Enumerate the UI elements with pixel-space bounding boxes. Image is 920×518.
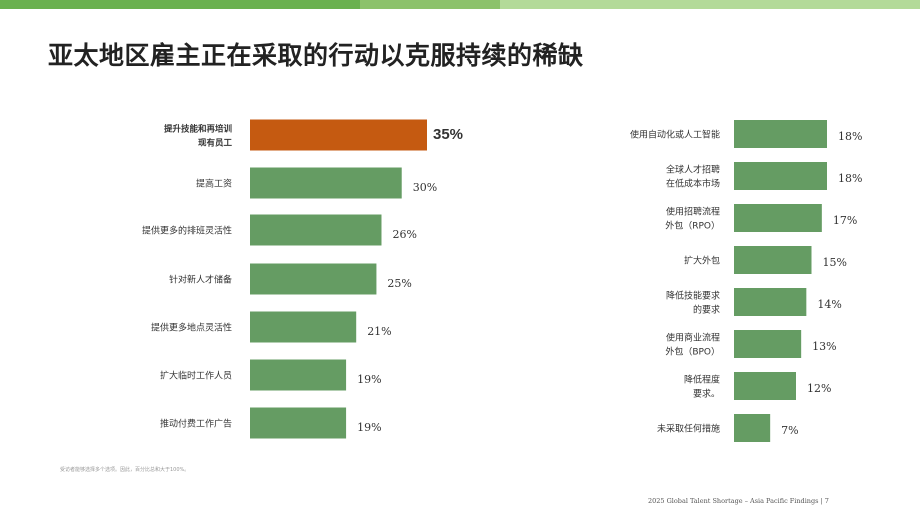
value-label: 25%: [387, 277, 411, 290]
bar: [250, 214, 382, 246]
bar: [734, 120, 827, 148]
page-title: 亚太地区雇主正在采取的行动以克服持续的稀缺: [48, 41, 584, 70]
bar: [734, 246, 812, 274]
category-label: 提供更多的排班灵活性: [142, 225, 232, 237]
top-accent-bar: [0, 0, 920, 9]
category-label: 未采取任何措施: [657, 423, 720, 435]
category-label: 使用自动化或人工智能: [630, 129, 720, 141]
category-label: 使用商业流程: [666, 332, 720, 344]
value-label: 13%: [812, 340, 836, 353]
category-label: 提供更多地点灵活性: [151, 322, 232, 334]
category-label: 提高工资: [196, 178, 232, 190]
bar: [734, 204, 822, 232]
category-label: 外包（RPO）: [665, 220, 720, 232]
value-label: 18%: [838, 130, 862, 143]
bar: [734, 288, 807, 316]
bar: [734, 372, 796, 400]
category-label: 扩大外包: [684, 255, 720, 267]
category-label: 现有员工: [198, 138, 233, 149]
value-label: 35%: [433, 126, 463, 143]
category-label: 提升技能和再培训: [164, 124, 233, 135]
value-label: 18%: [838, 172, 862, 185]
value-label: 17%: [833, 214, 857, 227]
value-label: 26%: [392, 228, 416, 241]
value-label: 19%: [357, 421, 381, 434]
top-accent-segment: [360, 0, 500, 9]
bar: [250, 119, 427, 151]
value-label: 12%: [807, 382, 831, 395]
category-label: 的要求: [693, 304, 720, 316]
bar: [250, 407, 347, 439]
bar: [250, 167, 402, 199]
value-label: 14%: [817, 298, 841, 311]
bar: [250, 359, 347, 391]
bar: [250, 263, 377, 295]
category-label: 推动付费工作广告: [160, 418, 232, 430]
category-label: 在低成本市场: [666, 178, 720, 190]
category-label: 降低程度: [684, 374, 720, 386]
bar: [734, 330, 802, 358]
top-accent-segment: [0, 0, 360, 9]
value-label: 30%: [413, 181, 437, 194]
value-label: 21%: [367, 325, 391, 338]
footnote: 受访者能够选择多个选项。因此，百分比总和大于100%。: [60, 467, 190, 473]
bar: [734, 162, 827, 190]
category-label: 使用招聘流程: [666, 206, 720, 218]
page-footer: 2025 Global Talent Shortage – Asia Pacif…: [648, 497, 829, 505]
bar: [250, 311, 357, 343]
bar: [734, 414, 771, 442]
value-label: 19%: [357, 373, 381, 386]
category-label: 降低技能要求: [666, 290, 720, 302]
value-label: 15%: [823, 256, 847, 269]
top-accent-segment: [500, 0, 920, 9]
category-label: 扩大临时工作人员: [160, 370, 232, 382]
value-label: 7%: [781, 424, 798, 437]
category-label: 全球人才招聘: [666, 164, 720, 176]
category-label: 外包（BPO）: [665, 346, 720, 358]
category-label: 针对新人才储备: [169, 274, 232, 286]
category-label: 要求。: [693, 388, 720, 400]
